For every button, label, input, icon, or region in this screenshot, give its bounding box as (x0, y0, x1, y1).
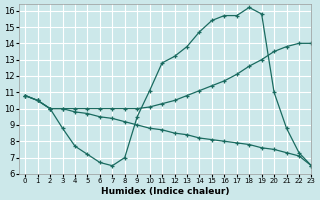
X-axis label: Humidex (Indice chaleur): Humidex (Indice chaleur) (101, 187, 229, 196)
